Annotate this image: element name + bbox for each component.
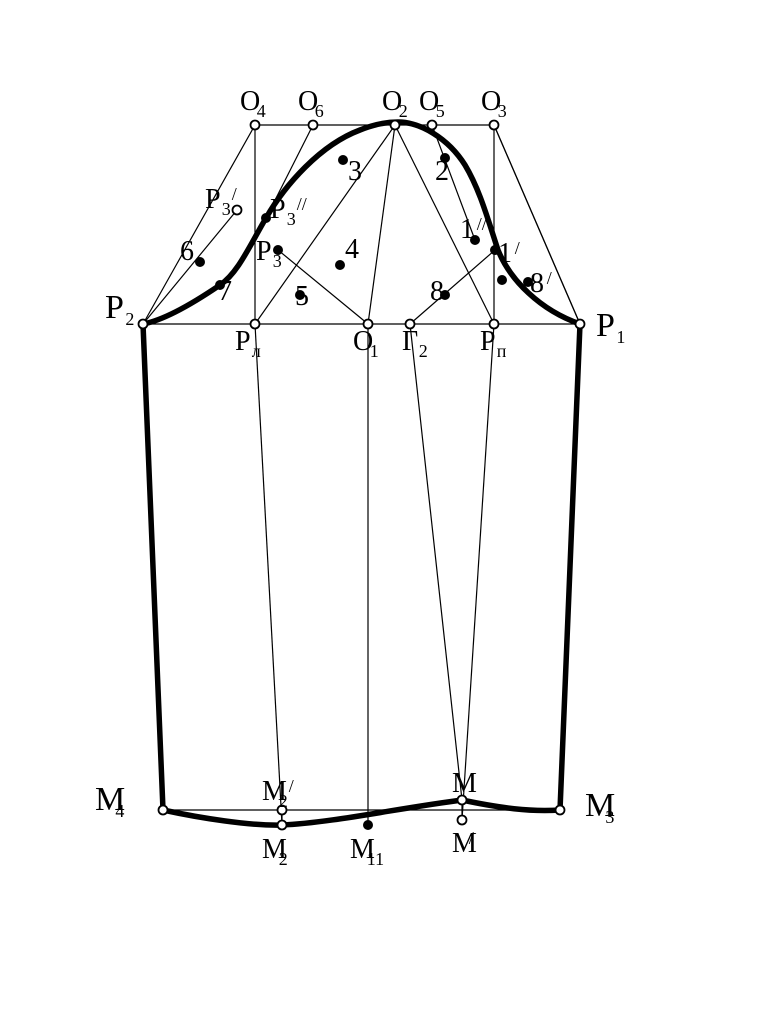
label-Pl: Р	[235, 326, 251, 357]
label-sub-O6: 6	[315, 101, 324, 121]
label-sub-P3p: 3	[222, 199, 231, 219]
point-O5	[428, 121, 437, 130]
label-pt7: 7	[218, 276, 232, 307]
point-O2	[391, 121, 400, 130]
point-pt4	[335, 260, 345, 270]
point-O6	[309, 121, 318, 130]
point-P1	[576, 320, 585, 329]
point-M2	[278, 821, 287, 830]
label-prime-M2p: /	[289, 776, 294, 796]
point-labels: O4O6O2O5O3P2P1РлO1Г2РпM4M3M2M2/M11MM/P3/…	[95, 86, 625, 869]
point-O3	[490, 121, 499, 130]
label-pt8: 8	[430, 276, 444, 307]
label-sub-P1: 1	[616, 327, 625, 347]
label-prime-pt1p: /	[515, 238, 520, 258]
label-pt5: 5	[295, 281, 309, 312]
label-P3: P	[256, 236, 272, 267]
point-M4	[159, 806, 168, 815]
label-pt1p: 1	[498, 238, 512, 269]
label-P2: P	[105, 289, 124, 326]
construction-points	[139, 121, 585, 831]
label-pt3: 3	[348, 156, 362, 187]
label-P1: P	[596, 307, 615, 344]
label-sub-P3: 3	[273, 251, 282, 271]
label-G2: Г	[402, 326, 418, 357]
label-pt4: 4	[345, 234, 359, 265]
label-P3pp: P	[270, 194, 286, 225]
label-prime-Mp: /	[469, 828, 474, 848]
label-sub-M11: 11	[367, 849, 384, 869]
label-sub-O5: 5	[436, 101, 445, 121]
label-P3p: P	[205, 184, 221, 215]
label-pt6: 6	[180, 236, 194, 267]
point-Pl	[251, 320, 260, 329]
label-sub-M4: 4	[115, 801, 124, 821]
label-pt8p: 8	[530, 268, 544, 299]
label-sub-P2: 2	[125, 309, 134, 329]
label-prime-P3pp: //	[297, 194, 307, 214]
point-O4	[251, 121, 260, 130]
label-pt2: 2	[435, 156, 449, 187]
sleeve-outline	[143, 122, 580, 825]
point-M11	[363, 820, 373, 830]
point-pt3	[338, 155, 348, 165]
label-prime-pt8p: /	[547, 268, 552, 288]
point-P2	[139, 320, 148, 329]
point-pt1	[497, 275, 507, 285]
label-sub-M2p: 2	[279, 791, 288, 811]
label-Pp: Р	[480, 326, 496, 357]
point-pt6	[195, 257, 205, 267]
label-sub-O3: 3	[498, 101, 507, 121]
label-prime-P3p: /	[232, 184, 237, 204]
label-sub-M2: 2	[279, 849, 288, 869]
label-sub-G2: 2	[419, 341, 428, 361]
label-sub-Pl: л	[252, 341, 261, 361]
point-Mp	[458, 816, 467, 825]
label-sub-O4: 4	[257, 101, 266, 121]
point-P3p	[233, 206, 242, 215]
label-sub-O2: 2	[399, 101, 408, 121]
label-M: M	[452, 768, 477, 799]
point-M3	[556, 806, 565, 815]
label-sub-P3pp: 3	[287, 209, 296, 229]
label-sub-Pp: п	[497, 341, 507, 361]
sleeve-pattern-diagram: O4O6O2O5O3P2P1РлO1Г2РпM4M3M2M2/M11MM/P3/…	[0, 0, 767, 1024]
label-pt1pp: 1	[460, 214, 474, 245]
label-prime-pt1pp: //	[477, 214, 487, 234]
label-sub-O1: 1	[370, 341, 379, 361]
label-sub-M3: 3	[605, 807, 614, 827]
construction-lines	[143, 125, 580, 825]
